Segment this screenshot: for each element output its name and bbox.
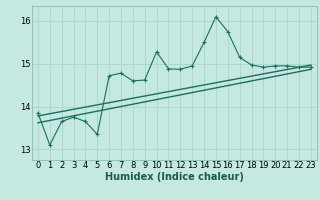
X-axis label: Humidex (Indice chaleur): Humidex (Indice chaleur)	[105, 172, 244, 182]
